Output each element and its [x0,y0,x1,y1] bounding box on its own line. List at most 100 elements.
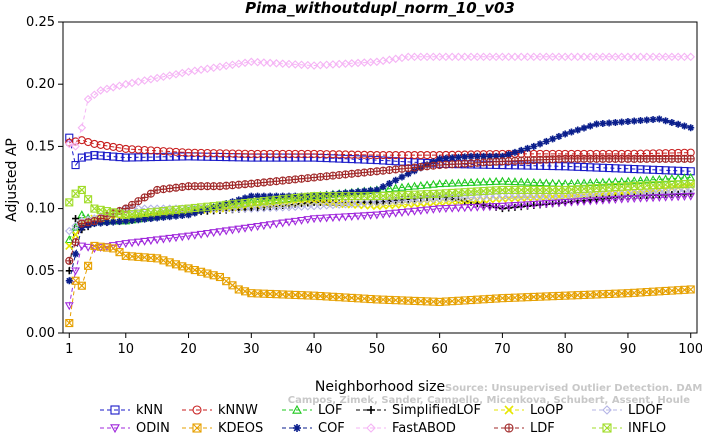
data-point [686,192,696,201]
y-tick-label: 0.05 [26,264,55,279]
data-point [642,52,652,62]
data-point [404,151,413,160]
legend: kNN kNNW LOF SimplifiedLOF LoOP LDOF ODIN KDEOS… [100,403,666,434]
data-point [65,256,74,265]
data-point [592,163,601,172]
data-point [642,175,652,184]
data-point [278,203,287,212]
data-point [605,163,614,173]
data-point [152,236,162,245]
data-point [303,149,312,158]
data-point [334,200,344,209]
data-point [422,180,432,189]
legend-label: KDEOS [218,421,263,434]
data-point [648,175,658,184]
data-point [428,205,438,214]
data-point [505,150,513,158]
data-point [467,152,475,160]
data-point [90,151,99,160]
data-point [611,52,620,62]
data-point [592,177,601,186]
data-point [648,194,658,203]
data-point [548,52,557,62]
data-point [461,153,469,161]
data-point [341,59,350,68]
data-point [423,151,432,160]
data-point [661,193,671,202]
data-point [178,152,187,161]
data-point [309,215,319,224]
data-point [109,142,118,151]
data-point [454,153,462,161]
chart-title: Pima_withoutdupl_norm_10_v03 [245,0,515,17]
data-point [359,212,369,221]
data-point [511,148,519,156]
data-point [479,177,489,186]
data-point [529,52,539,62]
data-point [341,199,350,209]
data-point [454,52,463,62]
data-point [184,148,193,157]
data-point [77,281,86,290]
data-point [146,189,155,198]
data-point [661,174,671,183]
data-point [71,142,80,151]
data-point [523,52,532,62]
data-point [649,165,658,174]
data-point [611,189,620,199]
data-point [265,221,275,230]
data-point [554,52,564,62]
data-point [510,52,520,62]
data-point [240,224,250,233]
data-point [686,52,696,62]
data-point [65,241,74,250]
data-point [96,140,105,149]
data-point [536,140,544,148]
data-point [197,148,206,157]
data-point [309,201,319,211]
data-point [661,187,670,196]
data-point [222,149,231,158]
data-point [171,147,181,156]
data-point [636,175,645,184]
data-point [535,178,545,187]
data-point [77,123,87,133]
data-point [592,52,601,62]
data-point [605,119,613,127]
legend-item-knn: kNN [100,403,163,418]
data-point [71,267,80,276]
data-point [397,208,407,217]
data-point [84,195,93,204]
data-point [265,203,275,213]
data-point [353,155,363,164]
data-point [460,52,470,62]
data-point [585,197,595,206]
data-point [284,59,294,69]
data-point [303,202,313,211]
data-point [410,151,419,160]
data-point [604,52,614,62]
data-point [422,52,432,62]
data-point [141,215,149,223]
data-point [560,199,570,208]
data-point [529,200,539,209]
data-point [353,199,363,208]
data-point [353,58,363,68]
data-point [335,150,344,159]
data-point [480,152,488,160]
data-point [134,197,143,206]
data-point [290,217,300,226]
data-point [617,164,626,173]
legend-item-fastabod: FastABOD [356,421,456,434]
legend-marker [192,405,202,415]
data-point [579,197,589,206]
data-point [178,211,186,219]
data-point [72,215,80,223]
data-point [548,191,557,201]
data-point [674,120,682,128]
data-point [629,176,639,185]
x-tick-label: 40 [306,342,323,357]
data-point [121,240,131,249]
data-point [134,153,143,162]
